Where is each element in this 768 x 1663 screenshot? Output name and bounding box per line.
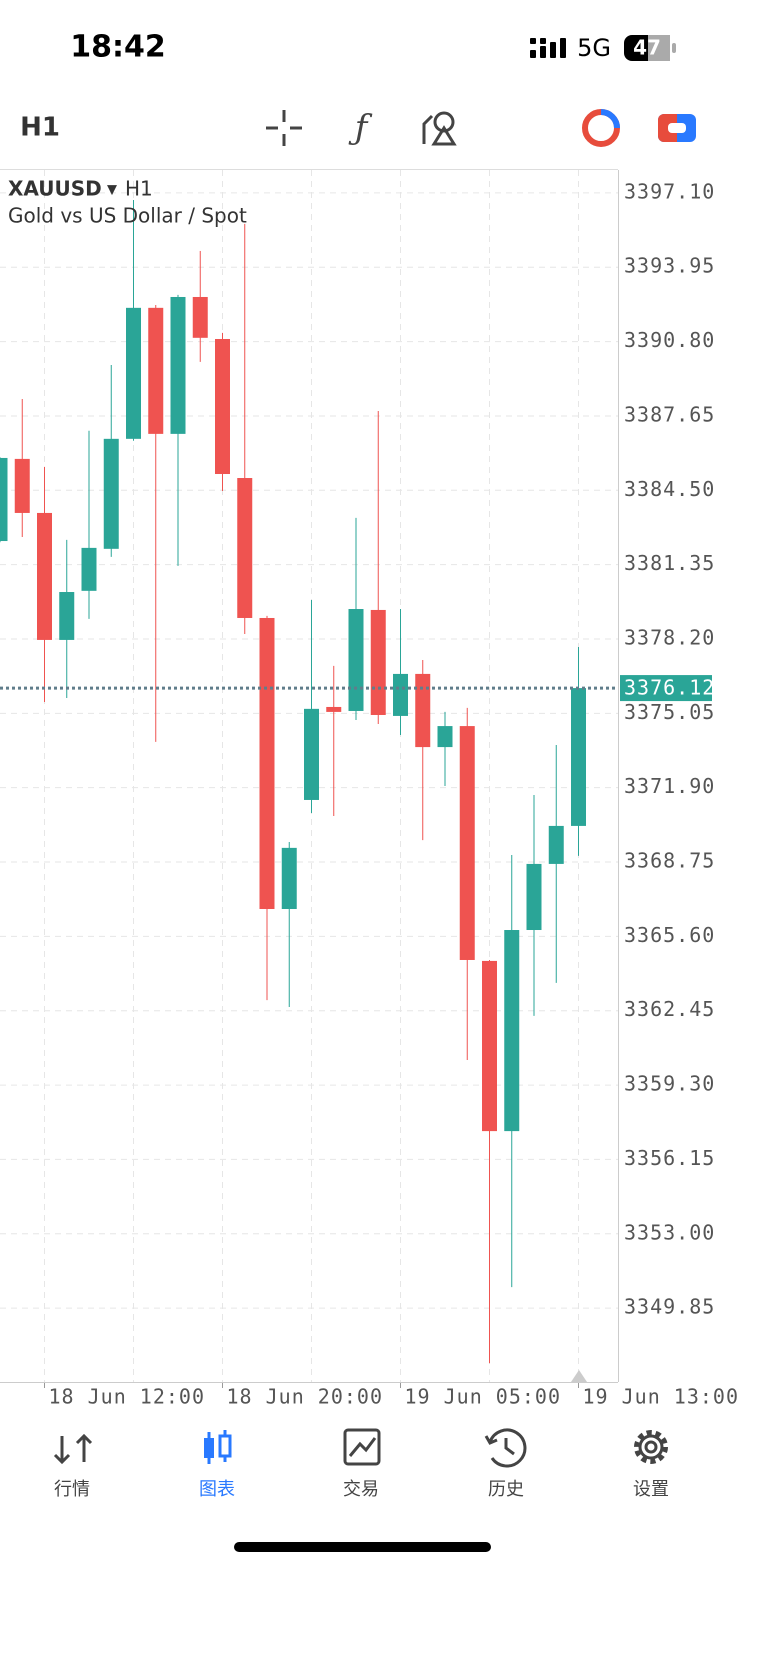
y-tick-label: 3393.95 xyxy=(624,254,715,278)
candle-body xyxy=(370,609,386,715)
y-tick-label: 3362.45 xyxy=(624,997,715,1021)
candle-body xyxy=(548,825,564,864)
candle-body xyxy=(14,458,30,513)
y-tick-label: 3397.10 xyxy=(624,179,715,203)
tab-label[interactable]: 交易 xyxy=(343,1479,379,1500)
x-tick-label: 19 Jun 05:00 xyxy=(405,1385,562,1409)
candle-body xyxy=(571,688,586,826)
symbol-dropdown[interactable]: ▼ xyxy=(107,183,117,198)
candle-body xyxy=(170,296,186,434)
tab-label[interactable]: 行情 xyxy=(54,1479,90,1500)
candle-body xyxy=(259,617,275,910)
x-tick-label: 18 Jun 20:00 xyxy=(227,1385,384,1409)
tab-label[interactable]: 设置 xyxy=(633,1479,669,1500)
chart: 3397.10 3393.95 3390.80 3387.65 3384.50 3381.… xyxy=(0,170,740,1409)
chart-icon[interactable] xyxy=(204,1430,232,1464)
candle-body xyxy=(0,457,8,542)
battery-tip xyxy=(672,43,676,53)
candle-body xyxy=(482,960,497,1132)
settings-icon[interactable] xyxy=(634,1430,668,1464)
candle-body xyxy=(281,847,297,910)
candle-body xyxy=(237,478,253,618)
candle-body xyxy=(348,609,364,711)
y-tick-label: 3368.75 xyxy=(624,849,715,873)
scroll-marker xyxy=(571,1370,587,1382)
y-tick-label: 3381.35 xyxy=(624,551,715,575)
trade-signals-button[interactable] xyxy=(582,109,620,147)
candle-body xyxy=(326,706,342,712)
current-price-tag xyxy=(620,675,712,702)
objects-button[interactable] xyxy=(422,111,457,146)
trade-icon[interactable] xyxy=(343,1428,381,1466)
y-tick-label: 3365.60 xyxy=(624,923,715,947)
crosshair-button[interactable] xyxy=(266,110,302,146)
y-tick-label: 3384.50 xyxy=(624,477,715,501)
tab-label[interactable]: 图表 xyxy=(199,1479,235,1500)
chart-symbol: XAUUSD xyxy=(8,177,102,201)
candle-body xyxy=(504,930,520,1132)
candle-body xyxy=(192,296,208,338)
candle-body xyxy=(393,673,408,716)
candle-body xyxy=(148,307,164,434)
y-tick-label: 3390.80 xyxy=(624,328,715,352)
current-price-label: 3376.12 xyxy=(624,676,715,700)
y-tick-label: 3375.05 xyxy=(624,700,715,724)
candle-body xyxy=(526,863,542,931)
one-click-button[interactable] xyxy=(658,114,696,142)
y-tick-label: 3356.15 xyxy=(624,1146,715,1170)
chart-timeframe: H1 xyxy=(125,177,153,201)
candle-body xyxy=(215,338,230,475)
status-time: 18:42 xyxy=(70,30,166,65)
signal-icon xyxy=(530,38,566,58)
timeframe-button[interactable]: H1 xyxy=(20,113,60,143)
quotes-icon[interactable] xyxy=(53,1433,93,1465)
candle-body xyxy=(459,726,475,960)
battery-level: 47 xyxy=(633,36,661,60)
battery-empty xyxy=(648,35,670,61)
candle-body xyxy=(304,708,319,800)
y-tick-label: 3359.30 xyxy=(624,1072,715,1096)
x-tick-label: 18 Jun 12:00 xyxy=(49,1385,206,1409)
candle-body xyxy=(415,673,431,748)
x-tick-label: 19 Jun 13:00 xyxy=(583,1385,740,1409)
indicators-button[interactable]: ƒ xyxy=(348,108,373,148)
chart-description: Gold vs US Dollar / Spot xyxy=(8,204,247,228)
candle-body xyxy=(59,592,75,640)
y-tick-label: 3349.85 xyxy=(624,1295,715,1319)
candle-body xyxy=(37,512,52,640)
candle-body xyxy=(103,438,119,549)
candle-body xyxy=(126,307,141,439)
candle-body xyxy=(437,726,453,748)
y-tick-label: 3387.65 xyxy=(624,402,715,426)
y-tick-label: 3378.20 xyxy=(624,625,715,649)
y-tick-label: 3353.00 xyxy=(624,1220,715,1244)
network-label: 5G xyxy=(577,34,611,62)
y-tick-label: 3371.90 xyxy=(624,774,715,798)
home-indicator xyxy=(234,1542,491,1552)
history-icon[interactable] xyxy=(484,1428,527,1468)
tab-label[interactable]: 历史 xyxy=(488,1479,524,1500)
candle-body xyxy=(81,547,97,591)
